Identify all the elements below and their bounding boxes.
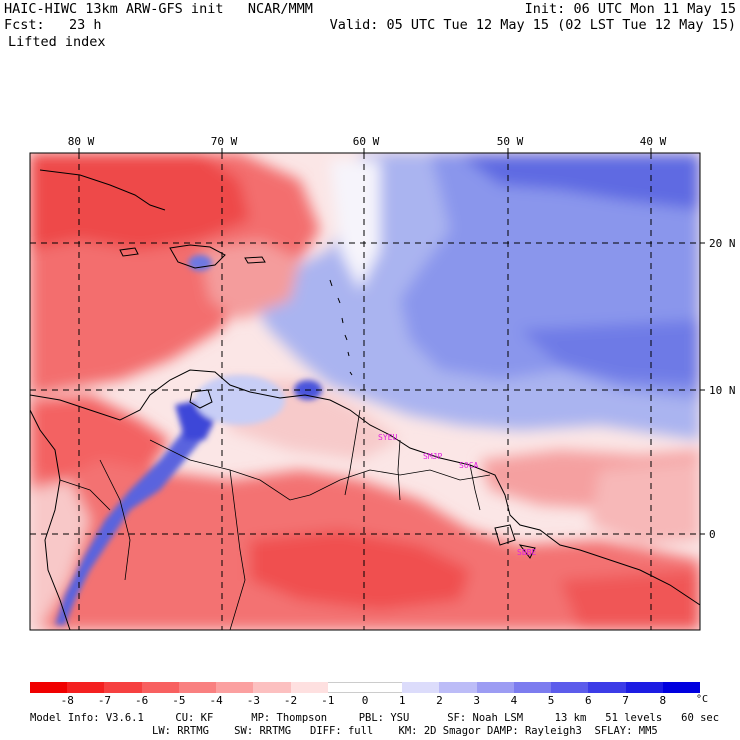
- lon-label: 50 W: [497, 135, 524, 148]
- color-scale-cell: [253, 682, 292, 693]
- color-scale-tick-label: -7: [97, 694, 112, 707]
- station-label: SBBE: [517, 548, 536, 557]
- color-scale-tick-label: -1: [321, 694, 335, 707]
- color-scale-tick-label: -6: [135, 694, 149, 707]
- color-scale-tick-label: 1: [398, 694, 406, 707]
- color-scale-tick-label: -3: [246, 694, 260, 707]
- lat-label: 10 N: [709, 384, 736, 397]
- lat-label: 20 N: [709, 237, 736, 250]
- lon-label: 60 W: [353, 135, 380, 148]
- color-scale-cell: [290, 682, 329, 693]
- color-scale-cell: [662, 682, 701, 693]
- color-scale-tick-label: -5: [172, 694, 186, 707]
- map-field: [30, 153, 700, 630]
- color-scale-cell: [402, 682, 440, 693]
- color-scale-cell: [439, 682, 478, 693]
- color-scale-cell: [104, 682, 143, 693]
- color-scale-tick-label: 0: [361, 694, 369, 707]
- graticule: [30, 153, 700, 630]
- unit-label: °C: [696, 694, 709, 705]
- model-info-line2: LW: RRTMG SW: RRTMG DIFF: full KM: 2D Sm…: [152, 725, 658, 737]
- color-scale-tick-label: -2: [283, 694, 298, 707]
- valid-time: Valid: 05 UTC Tue 12 May 15 (02 LST Tue …: [329, 17, 736, 33]
- station-label: SYEU: [378, 433, 397, 442]
- color-scale-cell: [178, 682, 217, 693]
- color-scale-cell: [588, 682, 627, 693]
- color-scale-tick-label: 2: [436, 694, 443, 707]
- color-scale-cell: [513, 682, 552, 693]
- station-label: SOCA: [459, 461, 478, 470]
- color-scale-cell: [365, 682, 403, 693]
- map-frame: [29, 152, 701, 631]
- model-info-line1: Model Info: V3.6.1 CU: KF MP: Thompson P…: [30, 712, 720, 724]
- lon-label: 70 W: [211, 135, 238, 148]
- color-scale-tick-label: 3: [473, 694, 480, 707]
- color-scale-tick-label: 4: [510, 694, 518, 707]
- color-scale-tick-label: -8: [60, 694, 74, 707]
- country-borders: [59, 409, 491, 630]
- color-scale-tick-label: -4: [209, 694, 223, 707]
- color-scale-tick-label: 6: [585, 694, 592, 707]
- color-scale-cell: [141, 682, 180, 693]
- color-scale-cell: [625, 682, 664, 693]
- color-scale-cell: [30, 682, 68, 693]
- color-scale-cell: [216, 682, 254, 693]
- color-scale-cell: [67, 682, 105, 693]
- field-name: Lifted index: [8, 34, 106, 50]
- coastlines: [30, 169, 700, 630]
- color-scale-cell: [551, 682, 589, 693]
- model-title: HAIC-HIWC 13km ARW-GFS init NCAR/MMM: [4, 1, 313, 17]
- color-scale-tick-label: 8: [659, 694, 667, 707]
- lon-label: 40 W: [640, 135, 667, 148]
- lat-label: 0: [709, 528, 716, 541]
- forecast-hour: Fcst: 23 h: [4, 17, 102, 33]
- color-scale-tick-label: 7: [622, 694, 629, 707]
- station-label: SMJP: [423, 452, 442, 461]
- color-scale-cell: [476, 682, 515, 693]
- init-time: Init: 06 UTC Mon 11 May 15: [524, 1, 736, 17]
- color-scale-cell: [327, 682, 366, 693]
- color-scale-tick-label: 5: [547, 694, 555, 707]
- lon-label: 80 W: [68, 135, 95, 148]
